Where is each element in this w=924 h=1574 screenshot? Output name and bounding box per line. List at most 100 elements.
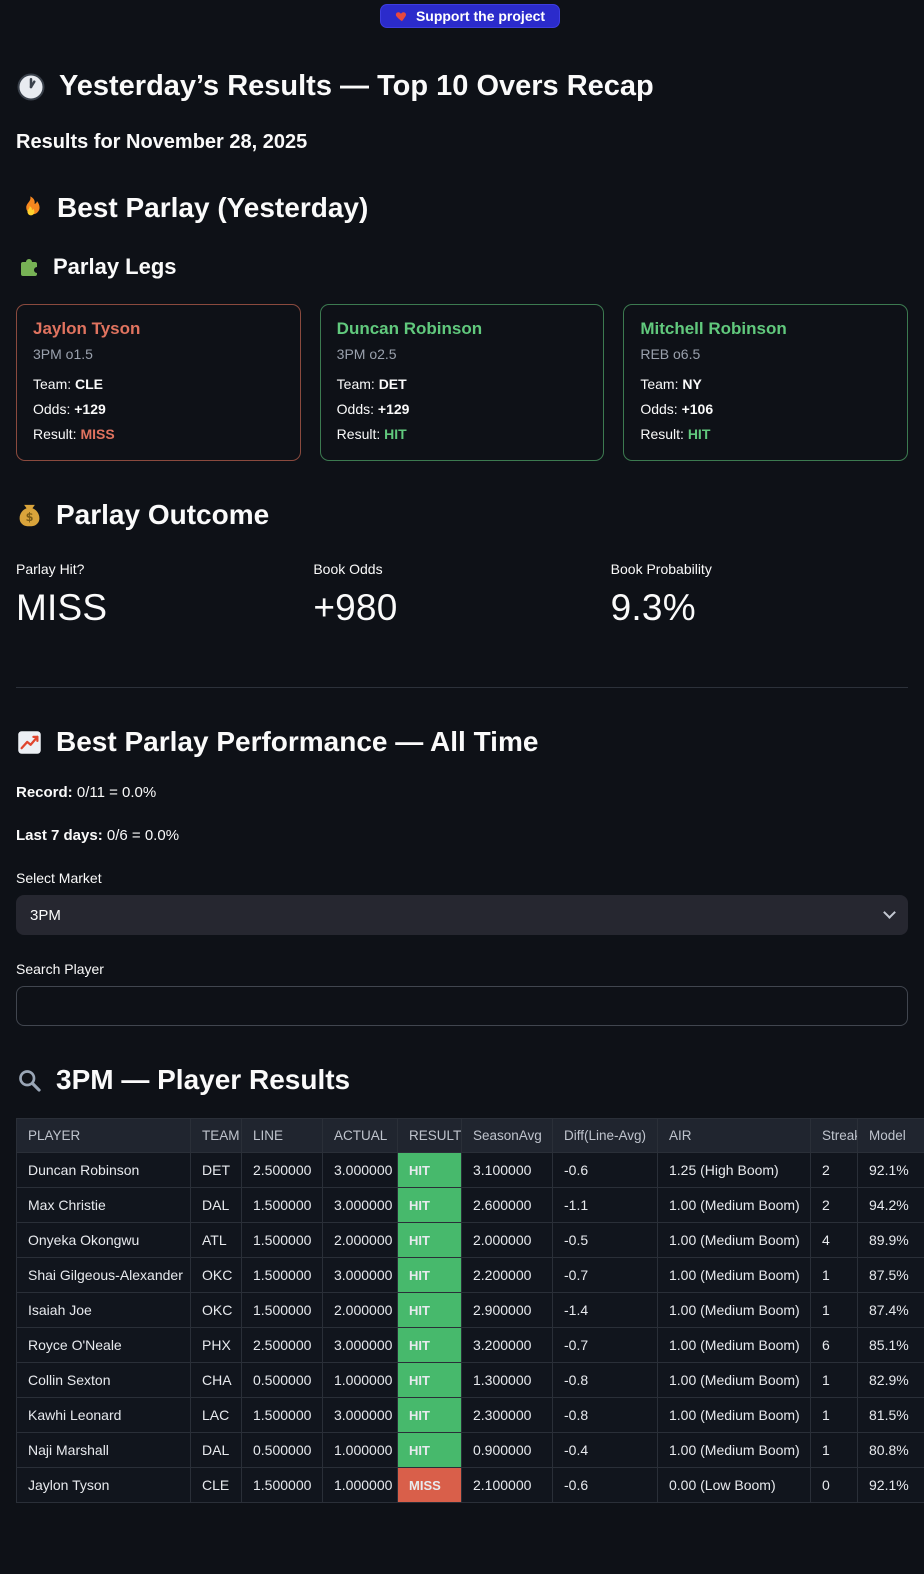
best-parlay-heading-text: Best Parlay (Yesterday)	[57, 192, 369, 223]
leg-player-name: Duncan Robinson	[336, 319, 483, 338]
table-row: Max Christie DAL 1.500000 3.000000 HIT 2…	[16, 1187, 924, 1223]
cell-air: 1.00 (Medium Boom)	[657, 1292, 811, 1328]
cell-line: 2.500000	[241, 1327, 323, 1363]
cell-player: Shai Gilgeous-Alexander	[16, 1257, 191, 1293]
leg-odds-line: Odds: +106	[640, 401, 714, 417]
page-title-text: Yesterday’s Results — Top 10 Overs Recap	[59, 70, 654, 102]
support-project-button[interactable]: Support the project	[379, 4, 561, 28]
cell-result: HIT	[397, 1362, 462, 1398]
cell-result: MISS	[397, 1467, 462, 1503]
cell-diff: -0.5	[552, 1222, 658, 1258]
leg-market: 3PM o1.5	[33, 346, 93, 362]
cell-model: 87.5%	[857, 1257, 924, 1293]
col-diff[interactable]: Diff(Line-Avg)	[552, 1118, 658, 1153]
cell-seasonavg: 2.900000	[461, 1292, 553, 1328]
cell-line: 1.500000	[241, 1257, 323, 1293]
leg-market: 3PM o2.5	[336, 346, 397, 362]
col-line[interactable]: LINE	[241, 1118, 323, 1153]
metric-book-odds: Book Odds +980	[313, 561, 610, 629]
cell-actual: 3.000000	[322, 1152, 398, 1188]
svg-text:$: $	[26, 511, 34, 524]
metric-value: 9.3%	[610, 587, 696, 628]
cell-model: 92.1%	[857, 1467, 924, 1503]
col-result[interactable]: RESULT	[397, 1118, 462, 1153]
cell-seasonavg: 0.900000	[461, 1432, 553, 1468]
col-player[interactable]: PLAYER	[16, 1118, 191, 1153]
search-player-label: Search Player	[16, 961, 104, 977]
cell-actual: 2.000000	[322, 1292, 398, 1328]
cell-streak: 2	[810, 1152, 858, 1188]
cell-air: 1.00 (Medium Boom)	[657, 1222, 811, 1258]
record-stat: Record: 0/11 = 0.0%	[16, 784, 924, 801]
cell-streak: 1	[810, 1362, 858, 1398]
metric-parlay-hit: Parlay Hit? MISS	[16, 561, 313, 629]
magnifier-icon	[16, 1067, 43, 1094]
search-player-input[interactable]	[16, 986, 908, 1026]
cell-seasonavg: 2.000000	[461, 1222, 553, 1258]
leg-odds-value: +129	[377, 401, 410, 417]
cell-player: Onyeka Okongwu	[16, 1222, 191, 1258]
results-date-text: Results for November 28, 2025	[16, 131, 308, 153]
chevron-down-icon	[883, 906, 896, 919]
cell-team: DAL	[190, 1187, 242, 1223]
performance-heading: Best Parlay Performance — All Time	[16, 726, 924, 758]
col-team[interactable]: TEAM	[190, 1118, 242, 1153]
cell-result: HIT	[397, 1432, 462, 1468]
cell-actual: 1.000000	[322, 1467, 398, 1503]
col-seasonavg[interactable]: SeasonAvg	[461, 1118, 553, 1153]
metric-label: Book Probability	[610, 561, 712, 577]
cell-model: 92.1%	[857, 1152, 924, 1188]
cell-seasonavg: 2.100000	[461, 1467, 553, 1503]
cell-air: 1.25 (High Boom)	[657, 1152, 811, 1188]
cell-actual: 2.000000	[322, 1222, 398, 1258]
cell-model: 82.9%	[857, 1362, 924, 1398]
col-actual[interactable]: ACTUAL	[322, 1118, 398, 1153]
leg-odds-line: Odds: +129	[336, 401, 410, 417]
cell-actual: 3.000000	[322, 1187, 398, 1223]
cell-diff: -0.8	[552, 1397, 658, 1433]
table-row: Collin Sexton CHA 0.500000 1.000000 HIT …	[16, 1362, 924, 1398]
puzzle-icon	[16, 255, 40, 279]
market-select[interactable]: 3PM	[16, 895, 908, 935]
col-air[interactable]: AIR	[657, 1118, 811, 1153]
cell-player: Collin Sexton	[16, 1362, 191, 1398]
table-row: Naji Marshall DAL 0.500000 1.000000 HIT …	[16, 1432, 924, 1468]
cell-seasonavg: 3.100000	[461, 1152, 553, 1188]
cell-team: OKC	[190, 1292, 242, 1328]
page: Support the project Yesterday’s Results …	[16, 0, 924, 1503]
cell-seasonavg: 2.300000	[461, 1397, 553, 1433]
cell-model: 87.4%	[857, 1292, 924, 1328]
table-row: Kawhi Leonard LAC 1.500000 3.000000 HIT …	[16, 1397, 924, 1433]
cell-team: PHX	[190, 1327, 242, 1363]
cell-streak: 1	[810, 1432, 858, 1468]
support-project-label: Support the project	[415, 8, 546, 24]
cell-team: CLE	[190, 1467, 242, 1503]
col-model[interactable]: Model	[857, 1118, 924, 1153]
top-bar: Support the project	[16, 0, 924, 28]
results-table-container[interactable]: PLAYER TEAM LINE ACTUAL RESULT SeasonAvg…	[16, 1118, 924, 1503]
cell-streak: 6	[810, 1327, 858, 1363]
leg-team-value: NY	[682, 376, 702, 392]
cell-player: Jaylon Tyson	[16, 1467, 191, 1503]
cell-model: 94.2%	[857, 1187, 924, 1223]
metric-value: MISS	[16, 587, 108, 628]
leg-result-value: MISS	[80, 426, 115, 442]
clock-icon	[16, 72, 46, 102]
table-row: Duncan Robinson DET 2.500000 3.000000 HI…	[16, 1152, 924, 1188]
leg-odds-value: +106	[681, 401, 714, 417]
leg-result-value: HIT	[687, 426, 711, 442]
leg-team-value: CLE	[75, 376, 104, 392]
cell-line: 1.500000	[241, 1187, 323, 1223]
cell-team: CHA	[190, 1362, 242, 1398]
cell-air: 1.00 (Medium Boom)	[657, 1327, 811, 1363]
metric-value: +980	[313, 587, 398, 628]
leg-team-value: DET	[378, 376, 407, 392]
cell-streak: 4	[810, 1222, 858, 1258]
cell-team: ATL	[190, 1222, 242, 1258]
leg-result-line: Result: MISS	[33, 426, 115, 442]
col-streak[interactable]: Streak	[810, 1118, 858, 1153]
metric-label: Parlay Hit?	[16, 561, 85, 577]
cell-line: 1.500000	[241, 1222, 323, 1258]
results-date-subtitle: Results for November 28, 2025	[16, 131, 924, 154]
player-results-heading: 3PM — Player Results	[16, 1064, 924, 1096]
